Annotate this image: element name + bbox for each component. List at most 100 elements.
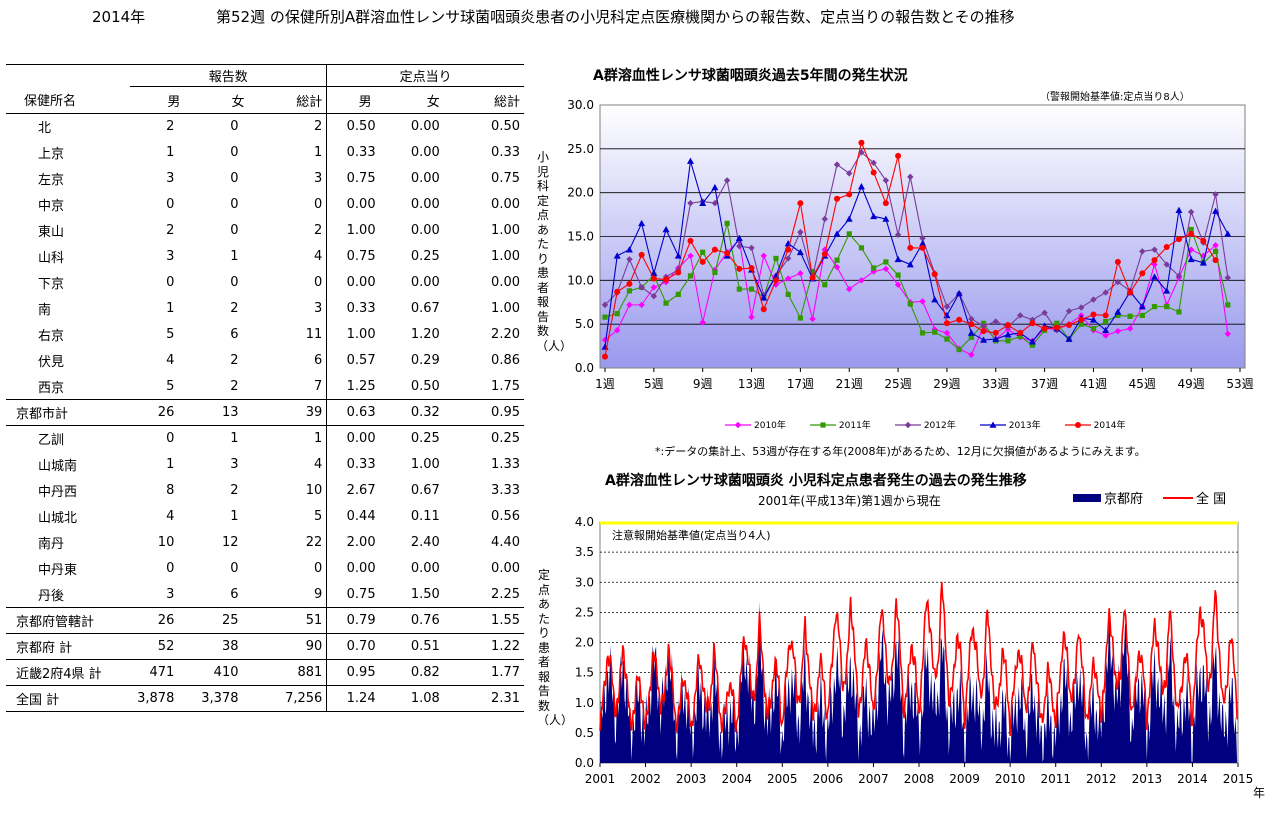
cell-pt: 1.77: [459, 659, 524, 686]
chart2-ytick: 4.0: [575, 515, 594, 529]
chart1-point: [626, 301, 633, 309]
chart1-point: [1188, 226, 1194, 233]
chart2-ytick: 2.0: [575, 636, 594, 650]
chart1-point: [980, 328, 987, 335]
chart1-legend-marker: [904, 421, 912, 428]
chart1-point: [1224, 274, 1231, 281]
chart1-point: [675, 291, 681, 297]
chart1-point: [602, 353, 608, 360]
group-header-reports: 報告数: [130, 64, 327, 87]
chart1-series-line-1: [604, 238, 1229, 356]
cell-t: 3: [314, 171, 323, 186]
chart1-point: [614, 327, 621, 334]
chart1-point: [663, 276, 670, 283]
chart1-point: [760, 306, 767, 313]
chart1-point: [834, 195, 841, 202]
chart1-point: [1028, 338, 1036, 345]
chart1-point: [748, 286, 755, 292]
cell-f: 1: [230, 509, 239, 524]
cell-m: 4: [166, 353, 175, 368]
chart1-xtick: 5週: [644, 377, 664, 391]
cell-pt: 0.00: [491, 275, 520, 290]
cell-m: 0: [166, 561, 175, 576]
chart1-point: [809, 274, 816, 281]
row-name: 東山: [38, 225, 65, 240]
col-header-male: 男: [130, 86, 195, 114]
report-table: 報告数 定点当り 保健所名 男 女 総計 男 女 総計 北 2 0 2 0.50 0.00…: [6, 64, 526, 712]
chart1-point: [674, 252, 682, 259]
chart1-point: [1199, 259, 1207, 266]
chart1-legend-label: 2012年: [923, 421, 956, 431]
cell-t: 90: [258, 633, 327, 660]
chart1-point: [1005, 338, 1011, 344]
chart1-point: [968, 334, 974, 340]
cell-m: 26: [130, 399, 195, 426]
chart1-legend-label: 2010年: [754, 421, 786, 431]
chart1-point: [1029, 320, 1036, 327]
chart1-legend-swatch: [809, 421, 836, 428]
cell-pm: 0.75: [346, 171, 376, 186]
chart1-point: [931, 296, 939, 303]
cell-pt: 1.75: [459, 373, 524, 400]
chart1-xtick: 9週: [693, 377, 713, 391]
chart1-point: [1175, 272, 1183, 280]
chart1-point: [1017, 329, 1024, 336]
chart1-point: [699, 199, 707, 206]
chart1-point: [1187, 208, 1195, 216]
cell-t: 2: [314, 119, 323, 135]
chart1-point: [1114, 258, 1121, 265]
cell-m: 0: [166, 275, 175, 290]
cell-m: 10: [157, 535, 175, 550]
chart1-legend-item: 2014年: [1064, 418, 1126, 431]
cell-pt: 2.25: [459, 581, 524, 608]
chart2-ytick: 1.5: [575, 666, 594, 680]
cell-f: 410: [194, 659, 259, 686]
table-row: 東山 2 0 2 1.00 0.00 1.00: [6, 217, 524, 244]
row-name: 山城南: [38, 459, 78, 474]
cell-pf: 0.51: [395, 633, 460, 660]
chart1-point: [700, 249, 706, 255]
cell-f: 38: [194, 633, 259, 660]
chart1-point: [882, 177, 890, 184]
chart1-legend-swatch: [979, 421, 1006, 428]
page-title: 2014年 第52週 の保健所別A群溶血性レンサ球菌咽頭炎患者の小児科定点医療機…: [0, 6, 1269, 28]
cell-pf: 0.32: [395, 399, 460, 426]
cell-f: 3,378: [194, 685, 259, 712]
row-name: 中丹東: [38, 563, 78, 578]
cell-f: 0: [230, 223, 239, 238]
chart1-xtick: 29週: [933, 377, 960, 391]
chart1-point: [638, 219, 646, 227]
chart1-point: [1163, 244, 1170, 251]
table-row: 左京 3 0 3 0.75 0.00 0.75: [6, 165, 524, 192]
chart1-point: [626, 256, 633, 263]
chart1-point: [943, 320, 950, 327]
chart1-point: [1212, 257, 1219, 264]
chart2-xtick: 2011: [1040, 772, 1071, 786]
table-row: 近畿2府4県 計 471 410 881 0.95 0.82 1.77: [6, 659, 524, 686]
chart1-point: [1151, 304, 1158, 310]
chart1-point: [736, 286, 742, 292]
cell-t: 7,256: [258, 685, 327, 712]
chart1-xtick: 37週: [1031, 377, 1058, 391]
chart2-plot: 0.0 0.5 1.0 1.5 2.0 2.5 3.0 3.5 4.0 注意報開始基準値(定点当り…: [575, 515, 1253, 786]
chart1-point: [601, 301, 609, 309]
chart1-point: [870, 169, 877, 176]
cell-pf: 0.67: [410, 483, 440, 498]
cell-pt: 0.50: [491, 119, 520, 135]
chart1-point: [943, 329, 951, 337]
chart1-point: [1090, 296, 1097, 303]
chart1-ytick: 30.0: [567, 98, 594, 112]
chart1-point: [846, 231, 852, 237]
table-group-header-row: 報告数 定点当り: [6, 64, 524, 87]
cell-pt: 0.56: [491, 509, 520, 524]
cell-pt: 0.25: [491, 431, 520, 447]
chart1-point: [712, 269, 718, 276]
chart1-point: [1212, 248, 1219, 255]
chart1-point: [1224, 330, 1231, 338]
chart1-point: [932, 329, 938, 335]
chart1-point: [919, 240, 926, 247]
chart1-point: [907, 244, 914, 251]
table-row: 上京 1 0 1 0.33 0.00 0.33: [6, 139, 524, 166]
cell-t: 11: [305, 327, 323, 342]
cell-pm: 1.00: [346, 327, 376, 342]
